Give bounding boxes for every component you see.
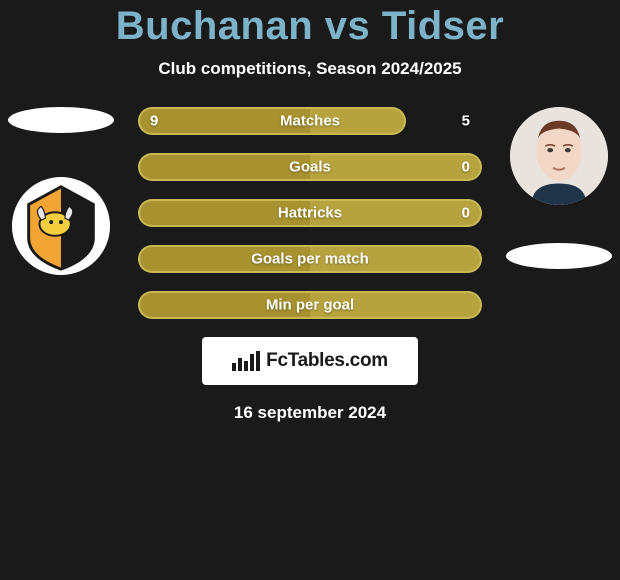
stat-bar-track: Hattricks 0 — [138, 199, 482, 227]
stat-row: Matches 9 5 — [138, 107, 482, 135]
brand-badge: FcTables.com — [202, 337, 418, 385]
stat-bar-track: Goals per match — [138, 245, 482, 273]
brand-text: FcTables.com — [266, 350, 388, 372]
player-left-crest — [12, 177, 110, 275]
stat-bar-right — [310, 153, 482, 181]
stat-bar-track: Min per goal — [138, 291, 482, 319]
club-crest-icon — [12, 177, 110, 275]
player-right-column — [504, 107, 614, 269]
stat-bar-track: Matches 9 5 — [138, 107, 482, 135]
stat-value-right: 5 — [462, 113, 470, 130]
stats-list: Matches 9 5 Goals 0 Hattricks 0 Goals per match… — [138, 107, 482, 319]
stat-value-right: 0 — [462, 205, 470, 222]
player-right-avatar — [510, 107, 608, 205]
stat-row: Hattricks 0 — [138, 199, 482, 227]
stat-bar-track: Goals 0 — [138, 153, 482, 181]
subtitle: Club competitions, Season 2024/2025 — [0, 59, 620, 79]
title-vs: vs — [325, 4, 371, 48]
stat-value-left: 9 — [150, 113, 158, 130]
stat-value-right: 0 — [462, 159, 470, 176]
comparison-body: Matches 9 5 Goals 0 Hattricks 0 Goals per match… — [0, 107, 620, 319]
date-text: 16 september 2024 — [0, 403, 620, 423]
bar-chart-icon — [232, 351, 260, 371]
stat-label: Min per goal — [266, 297, 354, 314]
comparison-card: Buchanan vs Tidser Club competitions, Se… — [0, 0, 620, 423]
stat-label: Hattricks — [278, 205, 342, 222]
stat-row: Min per goal — [138, 291, 482, 319]
stat-label: Goals — [289, 159, 331, 176]
page-title: Buchanan vs Tidser — [0, 4, 620, 49]
stat-bar-left — [138, 153, 310, 181]
player-photo-icon — [510, 107, 608, 205]
stat-label: Goals per match — [251, 251, 369, 268]
player-left-name-oval — [8, 107, 114, 133]
stat-row: Goals per match — [138, 245, 482, 273]
stat-label: Matches — [280, 113, 340, 130]
player-right-name-oval — [506, 243, 612, 269]
title-player1: Buchanan — [116, 4, 313, 48]
stat-row: Goals 0 — [138, 153, 482, 181]
player-left-column — [6, 107, 116, 275]
title-player2: Tidser — [382, 4, 504, 48]
